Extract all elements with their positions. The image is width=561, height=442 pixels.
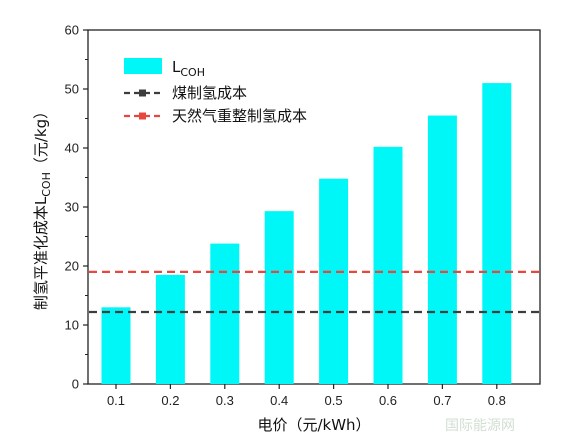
y-axis-ticks: 0 10 20 30 40 50 60 [65,23,88,392]
x-tick-label-0.1: 0.1 [107,393,125,408]
legend-swatch-lcoh [124,58,162,74]
legend-label-lcoh: LCOH [172,58,205,79]
y-tick-label-30: 30 [65,200,79,215]
bar-0.7 [427,115,457,385]
bar-0.4 [264,211,294,384]
bar-0.2 [155,274,185,384]
reference-lines-group [89,270,539,314]
x-axis-ticks: 0.1 0.2 0.3 0.4 0.5 0.6 0.7 0.8 [107,384,506,408]
y-tick-label-10: 10 [65,318,79,333]
y-tick-label-40: 40 [65,141,79,156]
legend-label-coal: 煤制氢成本 [172,84,247,102]
bar-0.6 [373,146,403,384]
x-tick-label-0.3: 0.3 [216,393,234,408]
bar-0.3 [210,243,240,384]
y-axis-title: 制氢平准化成本LCOH（元/kg） [32,104,53,310]
x-tick-label-0.4: 0.4 [270,393,288,408]
x-tick-label-0.2: 0.2 [161,393,179,408]
bars-group [101,83,512,385]
x-tick-label-0.5: 0.5 [325,393,343,408]
bar-0.8 [482,83,512,384]
bar-0.5 [319,178,349,384]
x-axis-title: 电价（元/kWh） [257,416,370,434]
legend-marker-gas [139,112,146,120]
x-tick-label-0.6: 0.6 [379,393,397,408]
watermark: 国际能源网 [445,418,515,434]
x-tick-label-0.7: 0.7 [433,393,451,408]
x-tick-label-0.8: 0.8 [488,393,506,408]
y-tick-label-20: 20 [65,259,79,274]
plot-frame [87,29,541,385]
legend-label-gas: 天然气重整制氢成本 [172,107,307,125]
y-tick-label-60: 60 [65,23,79,38]
y-tick-label-0: 0 [72,377,79,392]
y-tick-label-50: 50 [65,82,79,97]
legend: LCOH 煤制氢成本 天然气重整制氢成本 [124,58,307,125]
bar-0.1 [101,307,131,384]
legend-marker-coal [139,89,146,97]
